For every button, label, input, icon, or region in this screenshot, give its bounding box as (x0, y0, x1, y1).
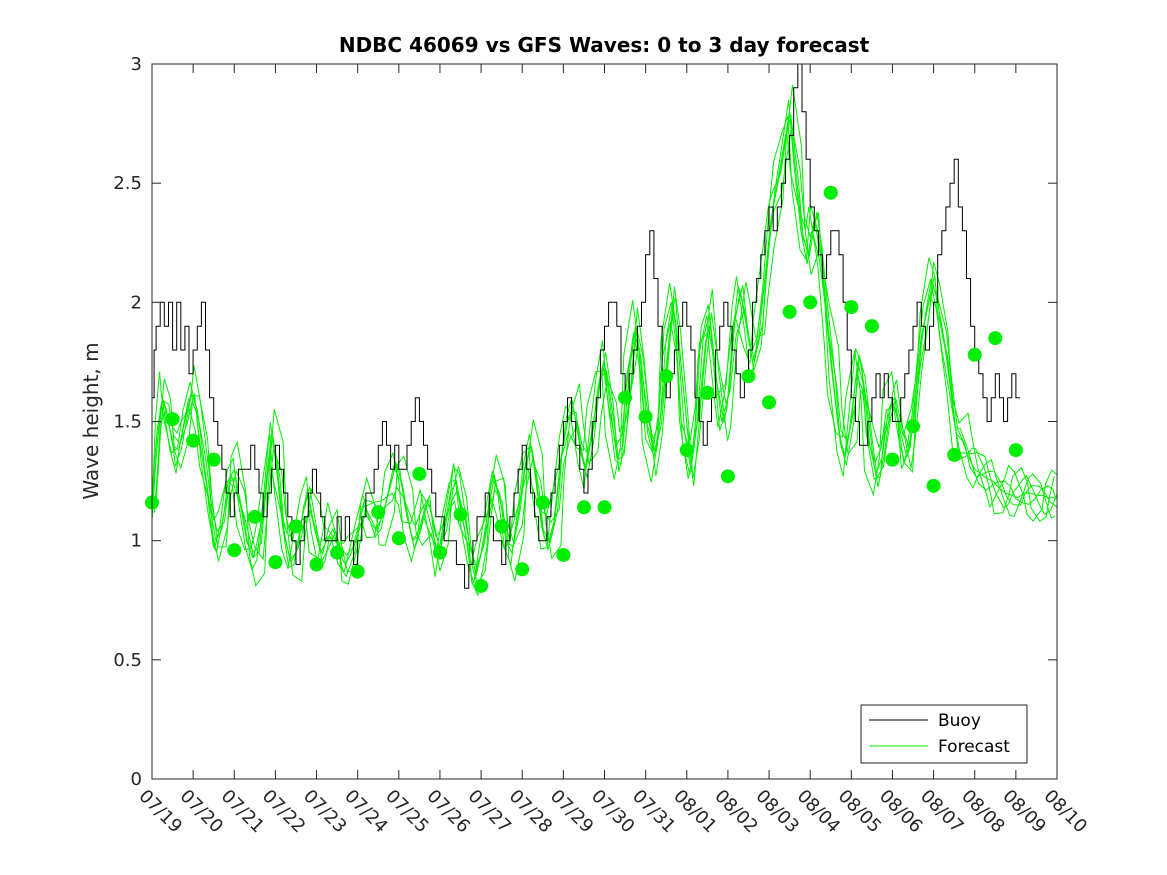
buoy-series (152, 63, 1020, 589)
forecast-marker (165, 412, 180, 427)
forecast-marker (967, 347, 982, 362)
y-tick-label: 1.5 (113, 412, 142, 433)
forecast-marker (227, 543, 242, 558)
forecast-marker (371, 505, 386, 520)
forecast-ensemble-line-4 (151, 116, 1056, 571)
forecast-marker (556, 547, 571, 562)
forecast-marker (576, 500, 591, 515)
legend: Buoy Forecast (860, 704, 1028, 764)
forecast-daily-markers (145, 185, 1023, 593)
legend-forecast-label: Forecast (938, 737, 1010, 757)
forecast-marker (700, 385, 715, 400)
y-tick-label: 1 (131, 531, 142, 552)
forecast-marker (515, 562, 530, 577)
forecast-marker (844, 300, 859, 315)
legend-buoy-label: Buoy (938, 711, 981, 731)
y-tick-label: 3 (131, 54, 142, 75)
forecast-marker (474, 578, 489, 593)
forecast-marker (453, 507, 468, 522)
forecast-marker (947, 447, 962, 462)
forecast-marker (782, 304, 797, 319)
forecast-marker (638, 409, 653, 424)
y-axis-label: Wave height, m (79, 342, 103, 499)
forecast-marker (988, 331, 1003, 346)
forecast-marker (741, 369, 756, 384)
forecast-marker (309, 557, 324, 572)
forecast-marker (206, 452, 221, 467)
y-tick-label: 2.5 (113, 173, 142, 194)
chart-title: NDBC 46069 vs GFS Waves: 0 to 3 day fore… (339, 33, 870, 57)
legend-box (860, 704, 1028, 764)
forecast-marker (535, 495, 550, 510)
forecast-ensemble-line-2 (151, 99, 1057, 583)
forecast-marker (432, 545, 447, 560)
forecast-marker (268, 555, 283, 570)
forecast-marker (885, 452, 900, 467)
forecast-marker (597, 500, 612, 515)
forecast-marker (391, 531, 406, 546)
forecast-marker (494, 519, 509, 534)
forecast-marker (823, 185, 838, 200)
y-tick-label: 2 (131, 292, 142, 313)
forecast-marker (720, 469, 735, 484)
forecast-marker (288, 519, 303, 534)
forecast-marker (1008, 443, 1023, 458)
buoy-line (152, 63, 1020, 589)
forecast-marker (350, 564, 365, 579)
forecast-marker (618, 390, 633, 405)
forecast-marker (412, 466, 427, 481)
forecast-ensemble-line-5 (157, 84, 1058, 597)
forecast-marker (659, 369, 674, 384)
y-tick-label: 0.5 (113, 650, 142, 671)
forecast-marker (864, 319, 879, 334)
forecast-marker (247, 509, 262, 524)
forecast-marker (330, 545, 345, 560)
forecast-ensemble-line-3 (155, 125, 1058, 586)
y-tick-label: 0 (131, 769, 142, 790)
forecast-marker (762, 395, 777, 410)
forecast-marker (926, 478, 941, 493)
forecast-marker (186, 433, 201, 448)
forecast-marker (803, 295, 818, 310)
forecast-marker (906, 419, 921, 434)
forecast-marker (679, 443, 694, 458)
